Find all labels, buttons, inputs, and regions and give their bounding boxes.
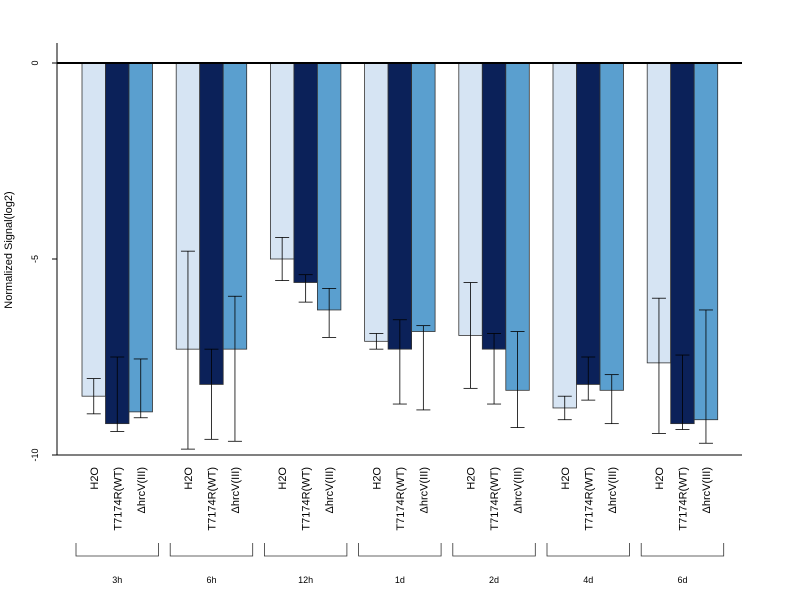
group-bracket bbox=[640, 543, 725, 557]
group-label: 2d bbox=[489, 575, 499, 585]
error-bars-layer bbox=[86, 237, 713, 450]
x-tick-label: T7174R(WT) bbox=[677, 467, 689, 531]
error-bar bbox=[581, 356, 596, 401]
y-axis-label: Normalized Signal(log2) bbox=[3, 191, 15, 308]
group-label: 3h bbox=[112, 575, 122, 585]
group-label: 1d bbox=[395, 575, 405, 585]
bar bbox=[552, 62, 577, 409]
error-bar bbox=[180, 250, 195, 450]
bars-layer bbox=[81, 62, 719, 425]
group-label: 12h bbox=[298, 575, 313, 585]
x-tick-label: H2O bbox=[277, 467, 289, 490]
x-tick-label: T7174R(WT) bbox=[583, 467, 595, 531]
x-tick-label: ΔhrcV(III) bbox=[607, 467, 619, 513]
bar bbox=[199, 62, 224, 385]
bar bbox=[81, 62, 106, 397]
axes-layer: 0 -5 -10 bbox=[30, 43, 742, 462]
x-tick-label: H2O bbox=[466, 467, 478, 490]
x-tick-label: H2O bbox=[654, 467, 666, 490]
bar bbox=[387, 62, 413, 350]
x-tick-label: T7174R(WT) bbox=[301, 467, 313, 531]
error-bar bbox=[204, 348, 219, 440]
bar bbox=[576, 62, 601, 385]
bar bbox=[293, 62, 318, 283]
bar bbox=[364, 62, 389, 342]
x-tick-label: ΔhrcV(III) bbox=[418, 467, 430, 513]
error-bar bbox=[322, 287, 337, 338]
error-bar bbox=[86, 378, 101, 415]
error-bar bbox=[369, 333, 384, 350]
group-label: 6h bbox=[206, 575, 216, 585]
error-bar bbox=[604, 374, 619, 425]
bar bbox=[411, 62, 436, 332]
x-tick-label: H2O bbox=[183, 467, 195, 490]
x-labels-layer: H2O T7174R(WT) ΔhrcV(III) 3h H2O T7174R(WT) Δh… bbox=[75, 467, 725, 585]
error-bar bbox=[275, 237, 290, 281]
error-bar bbox=[463, 282, 478, 389]
x-tick-label: ΔhrcV(III) bbox=[230, 467, 242, 513]
error-bar bbox=[651, 297, 666, 434]
error-bar bbox=[110, 356, 125, 432]
bar bbox=[481, 62, 507, 350]
group-bracket bbox=[546, 543, 630, 557]
error-bar bbox=[298, 274, 313, 303]
y-tick-label: -10 bbox=[30, 448, 40, 461]
error-bar bbox=[510, 331, 525, 428]
x-tick-label: H2O bbox=[371, 467, 383, 490]
x-tick-label: T7174R(WT) bbox=[489, 467, 501, 531]
x-tick-label: T7174R(WT) bbox=[112, 467, 124, 531]
bar bbox=[599, 62, 624, 391]
error-bar bbox=[698, 309, 713, 444]
error-bar bbox=[416, 325, 431, 411]
y-tick-label: -5 bbox=[30, 255, 40, 263]
y-tick-label: 0 bbox=[30, 60, 40, 65]
error-bar bbox=[392, 319, 407, 405]
group-bracket bbox=[358, 543, 442, 557]
x-tick-label: ΔhrcV(III) bbox=[136, 467, 148, 513]
group-label: 4d bbox=[583, 575, 593, 585]
error-bar bbox=[227, 295, 242, 442]
x-tick-label: ΔhrcV(III) bbox=[324, 467, 336, 513]
group-bracket bbox=[169, 543, 254, 557]
group-label: 6d bbox=[677, 575, 687, 585]
error-bar bbox=[133, 358, 148, 419]
x-tick-label: T7174R(WT) bbox=[206, 467, 218, 531]
x-tick-label: H2O bbox=[560, 467, 572, 490]
bar bbox=[269, 62, 295, 260]
x-tick-label: ΔhrcV(III) bbox=[701, 467, 713, 513]
error-bar bbox=[487, 333, 502, 405]
x-tick-label: H2O bbox=[89, 467, 101, 490]
group-bracket bbox=[264, 543, 348, 557]
bar bbox=[316, 62, 342, 311]
group-bracket bbox=[452, 543, 536, 557]
error-bar bbox=[675, 354, 690, 430]
error-bar bbox=[557, 395, 572, 421]
group-bracket bbox=[75, 543, 159, 557]
x-tick-label: T7174R(WT) bbox=[395, 467, 407, 531]
x-tick-label: ΔhrcV(III) bbox=[513, 467, 525, 513]
